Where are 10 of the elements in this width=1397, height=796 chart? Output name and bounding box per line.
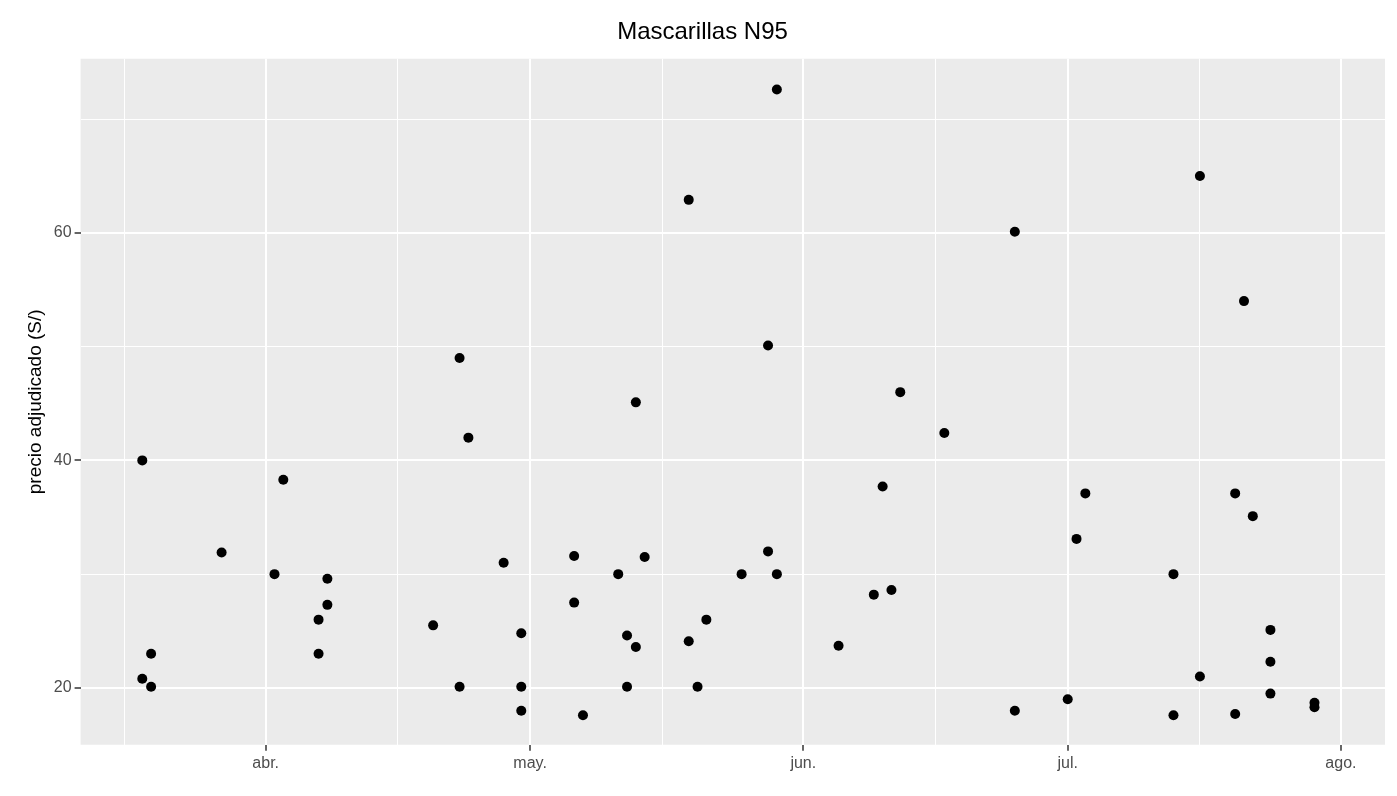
- x-tick-label: jun.: [789, 753, 817, 771]
- x-tick-label: ago.: [1325, 753, 1357, 771]
- x-tick-label: abr.: [252, 753, 280, 771]
- x-tick-label: jul.: [1056, 753, 1078, 771]
- chart-title: Mascarillas N95: [617, 17, 788, 45]
- x-tick-label: may.: [513, 753, 547, 771]
- y-tick-label: 40: [53, 450, 72, 468]
- y-tick-label: 20: [53, 678, 72, 696]
- y-tick-label: 60: [53, 223, 72, 241]
- y-axis-title: precio adjudicado (S/): [23, 309, 45, 495]
